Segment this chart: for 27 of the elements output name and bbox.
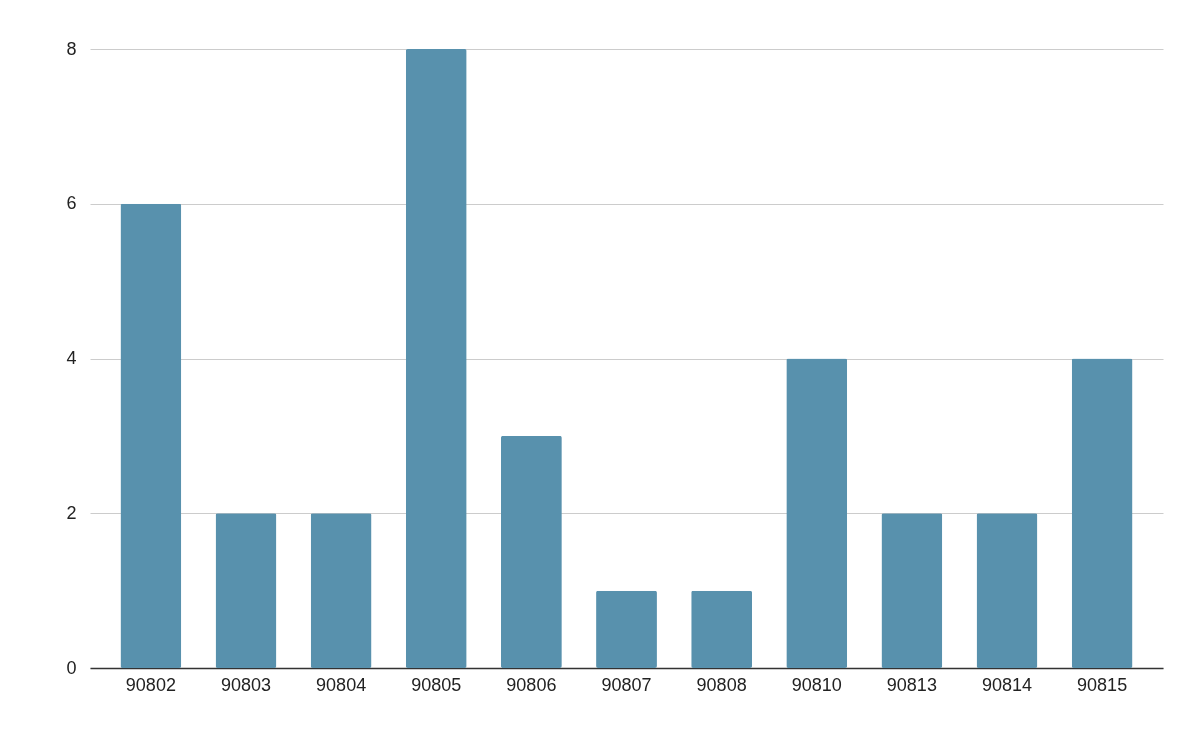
x-tick-label: 90805 xyxy=(411,674,462,695)
bar xyxy=(500,435,562,668)
bar xyxy=(691,590,753,668)
x-tick-label: 90808 xyxy=(696,674,747,695)
y-tick-label: 2 xyxy=(66,502,77,523)
bar xyxy=(786,358,848,668)
bar xyxy=(1071,358,1133,668)
bar xyxy=(405,49,467,668)
x-tick-label: 90815 xyxy=(1077,674,1128,695)
bar xyxy=(596,590,657,668)
x-tick-label: 90804 xyxy=(316,674,367,695)
x-tick-label: 90803 xyxy=(220,674,272,695)
x-tick-label: 90810 xyxy=(791,674,842,695)
bar xyxy=(881,513,943,668)
bar xyxy=(976,513,1038,668)
x-tick-label: 90802 xyxy=(125,674,176,695)
bar xyxy=(120,203,182,668)
x-tick-label: 90814 xyxy=(981,674,1033,695)
y-tick-label: 0 xyxy=(66,657,77,678)
x-tick-label: 90813 xyxy=(886,674,937,695)
bar xyxy=(215,513,277,668)
y-tick-label: 4 xyxy=(66,348,77,368)
y-tick-label: 8 xyxy=(66,38,77,59)
x-tick-label: 90807 xyxy=(601,674,652,695)
bar xyxy=(310,513,372,668)
x-tick-label: 90806 xyxy=(506,674,557,695)
y-tick-label: 6 xyxy=(66,193,77,214)
